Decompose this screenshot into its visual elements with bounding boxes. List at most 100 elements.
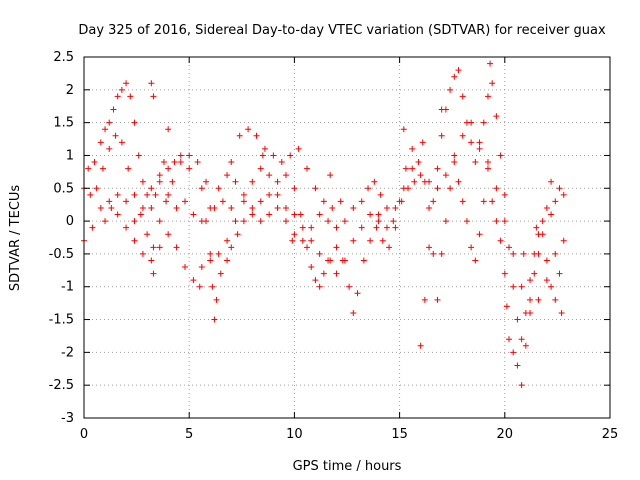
data-point [493,113,500,120]
data-point [506,336,513,343]
data-point [257,198,264,205]
data-point [171,159,178,166]
data-point [240,218,247,225]
data-point [211,316,218,323]
data-point [266,172,273,179]
data-point [434,296,441,303]
data-point [531,270,538,277]
data-point [468,119,475,126]
data-point [560,237,567,244]
data-point [325,218,332,225]
data-point [350,204,357,211]
data-point [112,132,119,139]
data-point [434,165,441,172]
data-point [543,277,550,284]
y-tick-label: 0.5 [53,181,74,196]
data-point [148,204,155,211]
x-tick-label: 10 [286,427,303,442]
data-point [139,250,146,257]
data-point [190,211,197,218]
data-point [548,178,555,185]
data-point [282,204,289,211]
data-point [99,165,106,172]
data-point [472,257,479,264]
data-point [249,178,256,185]
data-point [480,198,487,205]
data-point [510,250,517,257]
data-point [501,270,508,277]
data-point [123,224,130,231]
data-point [327,172,334,179]
data-point [173,244,180,251]
data-point [518,283,525,290]
data-point [552,296,559,303]
data-point [240,191,247,198]
data-point [518,382,525,389]
data-point [217,270,224,277]
data-point [89,224,96,231]
data-point [358,198,365,205]
data-point [299,224,306,231]
data-point [127,93,134,100]
data-point [245,126,252,133]
data-point [207,257,214,264]
data-point [165,191,172,198]
data-point [493,185,500,192]
data-point [150,270,157,277]
data-point [228,159,235,166]
data-point [442,218,449,225]
data-point [304,165,311,172]
data-point [438,250,445,257]
data-point [198,264,205,271]
data-point [91,159,98,166]
data-point [501,218,508,225]
data-point [531,250,538,257]
data-point [148,185,155,192]
data-point [308,224,315,231]
data-point [93,185,100,192]
data-point [484,159,491,166]
data-point [430,198,437,205]
data-point [341,218,348,225]
data-point [312,277,319,284]
y-tick-label: 1.5 [53,116,74,131]
series-satellite-track-G [102,119,559,316]
data-point [339,257,346,264]
data-point [447,185,454,192]
data-point [487,60,494,67]
data-point [506,244,513,251]
data-point [291,185,298,192]
series-isolated-markers [148,60,565,316]
data-point [527,309,534,316]
x-tick-label: 25 [602,427,619,442]
data-point [383,224,390,231]
data-point [135,152,142,159]
data-point [373,224,380,231]
data-point [560,191,567,198]
data-point [148,257,155,264]
data-point [224,237,231,244]
data-point [156,244,163,251]
data-point [354,290,361,297]
data-point [333,270,340,277]
data-point [312,185,319,192]
data-point [236,132,243,139]
data-point [455,178,462,185]
data-point [228,244,235,251]
x-tick-label: 15 [391,427,408,442]
data-point [417,342,424,349]
series-satellite-track-F [417,67,567,349]
data-point [415,159,422,166]
y-tick-label: 2.5 [53,50,74,65]
data-point [194,159,201,166]
data-point [337,198,344,205]
data-point [552,250,559,257]
data-point [257,218,264,225]
data-point [539,218,546,225]
data-point [125,165,132,172]
data-point [316,250,323,257]
data-point [476,231,483,238]
data-point [148,80,155,87]
data-point [240,198,247,205]
data-point [297,211,304,218]
